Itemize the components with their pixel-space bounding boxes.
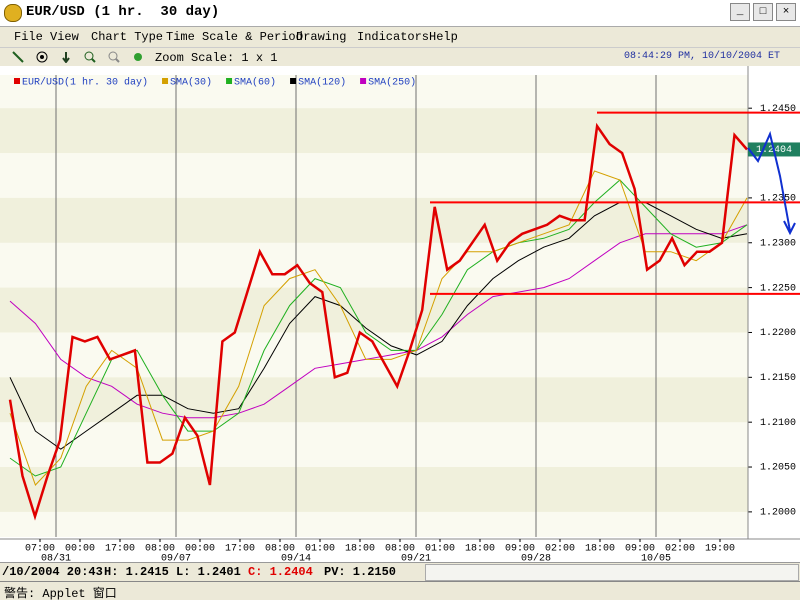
status-bar: /10/2004 20:43 H: 1.2415 L: 1.2401 C: 1.… [0,562,800,582]
y-tick-label: 1.2000 [760,508,796,519]
status-pivot: PV: 1.2150 [324,565,397,579]
drawn-arrow [747,130,796,236]
x-tick-label: 18:00 [585,544,615,555]
grid-band [0,197,748,243]
chart: 1.2000 1.2050 1.2100 1.2150 1.2200 1.2250 1.23… [0,66,800,562]
zoom-scale: Zoom Scale: 1 x 1 [155,51,278,65]
footer-bar: 警告: Applet 窗口 [0,581,800,600]
minimize-button[interactable]: _ [730,3,750,21]
title-bar: EUR/USD (1 hr. 30 day) _ □ × [0,0,800,27]
y-tick-label: 1.2350 [760,194,796,205]
menu-item[interactable]: Drawing [296,30,347,44]
y-tick-label: 1.2450 [760,104,796,115]
menu-item[interactable]: File [14,30,43,44]
legend-label: EUR/USD(1 hr. 30 day) [22,77,148,89]
x-tick-label: 08:00 [385,544,415,555]
menu-item[interactable]: Time Scale & Period [166,30,303,44]
arrow-tool[interactable] [60,51,72,63]
maximize-button[interactable]: □ [753,3,773,21]
x-tick-label: 00:00 [185,544,215,555]
x-tick-label: 17:00 [225,544,255,555]
color-tool[interactable] [132,51,144,63]
y-tick-label: 1.2150 [760,373,796,384]
point-tool[interactable] [36,51,48,63]
scrollbar[interactable] [425,564,799,581]
date-label: 09/14 [281,553,311,562]
legend-label: SMA(30) [170,77,212,89]
grid-band [0,467,748,512]
zoom-out-tool[interactable] [108,51,120,63]
x-tick-label: 02:00 [545,544,575,555]
x-tick-label: 18:00 [465,544,495,555]
legend-swatch [360,78,367,84]
footer-text: 警告: Applet 窗口 [4,587,117,600]
x-tick-label: 09:00 [505,544,535,555]
status-close: C: 1.2404 [248,565,313,579]
x-tick-label: 08:00 [265,544,295,555]
window-title: EUR/USD (1 hr. 30 day) [26,4,220,20]
legend-swatch [162,78,169,84]
clock: 08:44:29 PM, 10/10/2004 ET [623,51,780,62]
menu-bar: File View Chart Type Time Scale & Period… [0,27,800,47]
y-tick-label: 1.2200 [760,328,796,339]
x-tick-label: 01:00 [425,544,455,555]
close-button[interactable]: × [776,3,796,21]
line-tool[interactable] [12,51,24,63]
date-label: 09/21 [401,553,431,562]
grid-band [0,108,748,154]
x-tick-label: 07:00 [25,544,55,555]
x-tick-label: 08:00 [145,544,175,555]
legend-label: SMA(120) [298,77,346,89]
grid-band [0,377,748,423]
x-tick-label: 01:00 [305,544,335,555]
date-label: 09/28 [521,553,551,562]
x-tick-label: 19:00 [705,544,735,555]
menu-item[interactable]: Indicators [357,30,430,44]
y-tick-label: 1.2100 [760,418,796,429]
status-low: L: 1.2401 [176,565,241,579]
x-tick-label: 00:00 [65,544,95,555]
date-label: 10/05 [641,553,671,562]
series-line [9,170,748,486]
grid-band [0,287,748,333]
menu-item[interactable]: Chart Type [91,30,164,44]
app-icon [4,4,22,22]
x-tick-label: 09:00 [625,544,655,555]
x-tick-label: 17:00 [105,544,135,555]
status-high: H: 1.2415 [104,565,169,579]
legend-swatch [14,78,20,84]
y-tick-label: 1.2050 [760,463,796,474]
menu-item[interactable]: Help [429,30,458,44]
status-date: /10/2004 20:43 [2,565,103,579]
x-tick-label: 02:00 [665,544,695,555]
legend-label: SMA(60) [234,77,276,89]
series-line [9,224,748,419]
legend-swatch [226,78,233,84]
legend-label: SMA(250) [368,77,416,89]
date-label: 09/07 [161,553,191,562]
zoom-in-tool[interactable] [84,51,96,63]
y-tick-label: 1.2300 [760,238,796,249]
y-tick-label: 1.2250 [760,283,796,294]
toolbar: Zoom Scale: 1 x 1 08:44:29 PM, 10/10/200… [0,47,800,67]
date-label: 08/31 [41,553,71,562]
x-tick-label: 18:00 [345,544,375,555]
menu-item[interactable]: View [50,30,79,44]
legend-swatch [290,78,297,84]
series-line [8,122,748,521]
